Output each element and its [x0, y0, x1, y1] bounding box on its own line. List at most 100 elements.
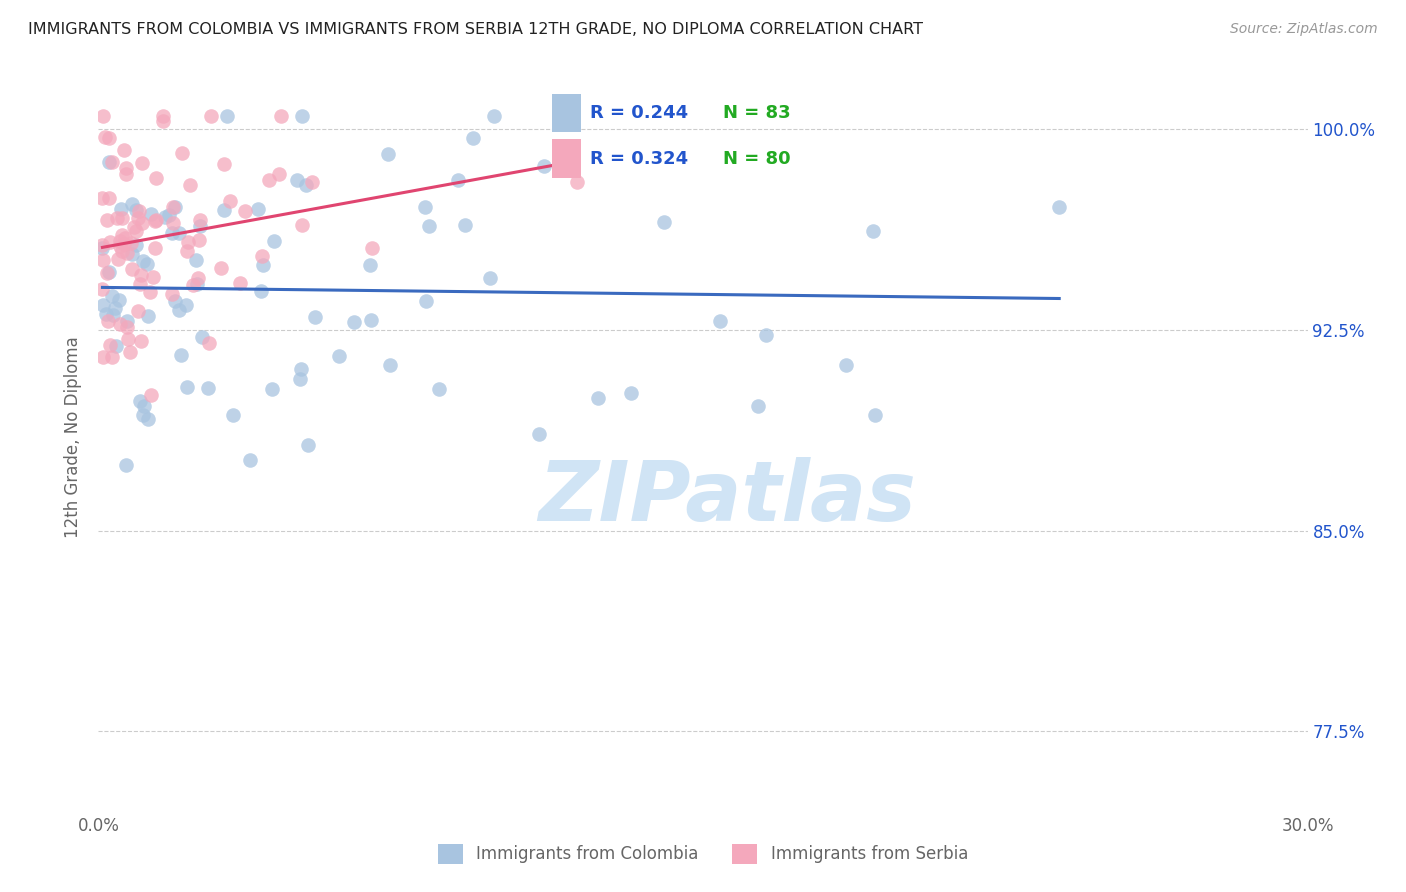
Point — [131, 156, 153, 170]
Point — [132, 399, 155, 413]
Point — [112, 143, 135, 157]
Point — [212, 157, 235, 171]
Point — [862, 224, 884, 238]
Point — [418, 219, 440, 234]
Point — [152, 114, 174, 128]
Legend: Immigrants from Colombia, Immigrants from Serbia: Immigrants from Colombia, Immigrants fro… — [432, 838, 974, 871]
Point — [239, 453, 262, 467]
Point — [186, 252, 208, 267]
Point — [143, 241, 166, 255]
Point — [191, 330, 214, 344]
Point — [110, 235, 132, 249]
Point — [128, 394, 150, 409]
Point — [446, 172, 468, 186]
Point — [747, 399, 769, 413]
Point — [301, 175, 323, 189]
Point — [110, 202, 132, 217]
Point — [121, 262, 143, 277]
Point — [142, 269, 165, 284]
Point — [250, 249, 273, 263]
Point — [359, 258, 381, 272]
Point — [1047, 200, 1070, 214]
Point — [176, 244, 198, 258]
Point — [188, 213, 211, 227]
Point — [222, 408, 245, 422]
Point — [290, 362, 312, 376]
Point — [111, 211, 134, 225]
Point — [187, 271, 209, 285]
Point — [97, 314, 120, 328]
Point — [128, 277, 150, 292]
Point — [91, 109, 114, 123]
Point — [179, 178, 201, 192]
Y-axis label: 12th Grade, No Diploma: 12th Grade, No Diploma — [65, 336, 83, 538]
Point — [586, 391, 609, 405]
Point — [114, 458, 136, 472]
Point — [565, 175, 588, 189]
Point — [834, 358, 856, 372]
Point — [103, 308, 125, 322]
Point — [97, 155, 120, 169]
Point — [863, 408, 886, 422]
Point — [297, 437, 319, 451]
Point — [132, 409, 155, 423]
Point — [120, 236, 142, 251]
Point — [229, 277, 252, 291]
Text: ZIPatlas: ZIPatlas — [538, 457, 917, 538]
Point — [98, 191, 121, 205]
Point — [104, 339, 127, 353]
Point — [96, 307, 118, 321]
Point — [153, 210, 176, 224]
Point — [478, 270, 501, 285]
Point — [200, 109, 222, 123]
Point — [343, 315, 366, 329]
Point — [427, 382, 450, 396]
Point — [118, 345, 141, 359]
Point — [136, 412, 159, 426]
Point — [124, 224, 146, 238]
Point — [454, 219, 477, 233]
Point — [91, 242, 114, 256]
Point — [104, 301, 127, 315]
Point — [145, 171, 167, 186]
Point — [529, 426, 551, 441]
Point — [415, 294, 437, 309]
Point — [188, 219, 211, 234]
Point — [135, 257, 157, 271]
Point — [233, 203, 256, 218]
Point — [143, 214, 166, 228]
Point — [270, 109, 292, 123]
Point — [380, 358, 402, 372]
Point — [257, 173, 280, 187]
Point — [461, 131, 484, 145]
Point — [91, 191, 114, 205]
Point — [138, 285, 160, 299]
Point — [121, 247, 143, 261]
Point — [93, 253, 115, 268]
Point — [198, 335, 221, 350]
Point — [127, 211, 149, 226]
Point — [291, 218, 314, 232]
Point — [197, 381, 219, 395]
Point — [115, 320, 138, 334]
Point — [108, 293, 131, 308]
Point — [136, 309, 159, 323]
Point — [128, 203, 150, 218]
Point — [755, 328, 778, 343]
Point — [247, 202, 270, 217]
Point — [91, 238, 114, 252]
Point — [152, 109, 174, 123]
Point — [304, 310, 326, 325]
Point — [157, 208, 180, 222]
Point — [167, 227, 190, 241]
Point — [115, 246, 138, 260]
Point — [377, 147, 399, 161]
Point — [96, 267, 118, 281]
Point — [484, 109, 506, 123]
Point — [98, 337, 121, 351]
Point — [209, 260, 232, 275]
Point — [181, 278, 204, 293]
Point — [100, 235, 122, 249]
Point — [170, 348, 193, 362]
Point — [170, 146, 193, 161]
